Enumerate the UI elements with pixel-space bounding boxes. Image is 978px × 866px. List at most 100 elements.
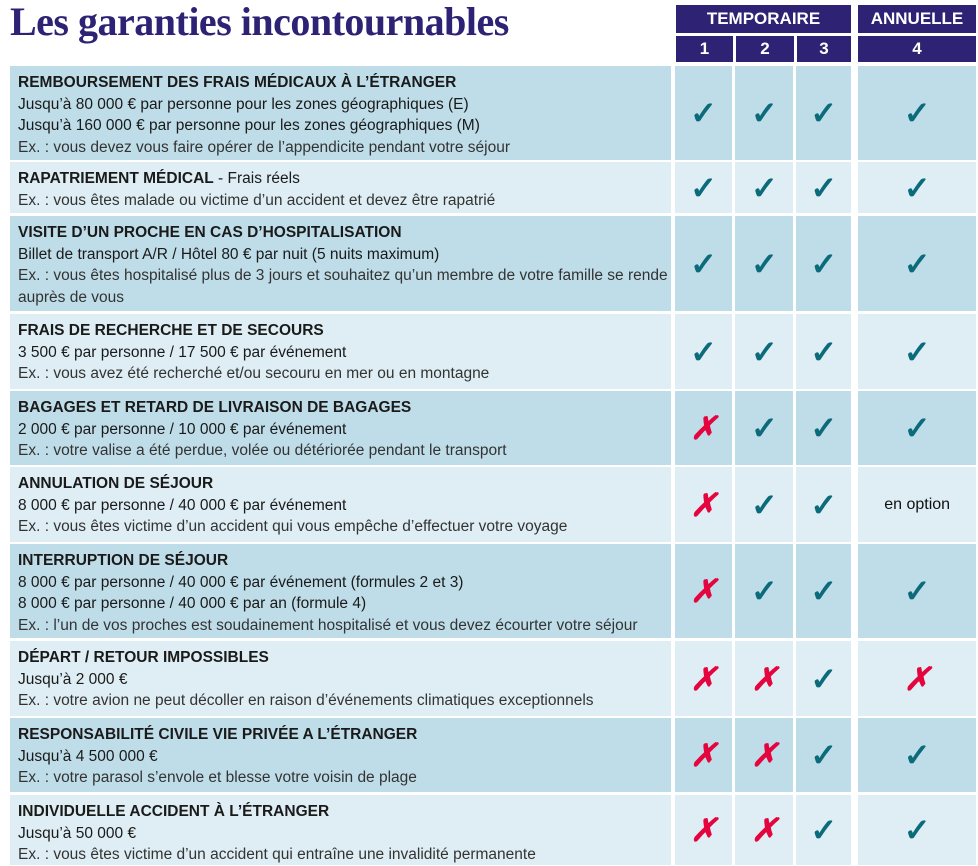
guarantee-description: DÉPART / RETOUR IMPOSSIBLES Jusqu’à 2 000… — [10, 641, 671, 716]
guarantee-title: VISITE D’UN PROCHE EN CAS D’HOSPITALISAT… — [18, 224, 402, 241]
formula-3-cell: ✓ — [796, 66, 852, 160]
formula-1-cell: ✗ — [674, 467, 733, 542]
guarantee-example: Ex. : l’un de vos proches est soudaineme… — [18, 616, 638, 634]
check-icon: ✓ — [810, 95, 838, 131]
table-row: RAPATRIEMENT MÉDICAL - Frais réels Ex. : … — [10, 162, 976, 213]
guarantee-limit: 8 000 € par personne / 40 000 € par an (… — [18, 595, 367, 612]
formula-1-cell: ✗ — [674, 544, 733, 638]
check-icon: ✓ — [751, 333, 778, 370]
check-icon: ✓ — [903, 737, 931, 773]
guarantee-limit: Jusqu’à 160 000 € par personne pour les … — [18, 117, 480, 134]
guarantee-description: INTERRUPTION DE SÉJOUR 8 000 € par person… — [10, 544, 671, 638]
table-row: BAGAGES ET RETARD DE LIVRAISON DE BAGAGE… — [10, 391, 976, 465]
header-col-1: 1 — [676, 36, 733, 62]
table-row: INTERRUPTION DE SÉJOUR 8 000 € par person… — [10, 544, 976, 638]
guarantee-title: DÉPART / RETOUR IMPOSSIBLES — [18, 649, 269, 666]
guarantee-example: Ex. : vous êtes victime d’un accident qu… — [18, 846, 536, 863]
formula-2-cell: ✓ — [735, 216, 794, 311]
formula-3-cell: ✓ — [796, 544, 852, 638]
table-row: ANNULATION DE SÉJOUR 8 000 € par personne… — [10, 467, 976, 542]
guarantee-example: Ex. : vous êtes victime d’un accident qu… — [18, 518, 568, 535]
formula-4-cell: ✓ — [858, 795, 976, 865]
check-icon: ✓ — [751, 245, 778, 282]
table-row: VISITE D’UN PROCHE EN CAS D’HOSPITALISAT… — [10, 216, 976, 311]
formula-3-cell: ✓ — [796, 641, 852, 716]
table-row: FRAIS DE RECHERCHE ET DE SECOURS 3 500 € … — [10, 314, 976, 389]
guarantee-limit: Jusqu’à 80 000 € par personne pour les z… — [18, 95, 469, 113]
page-title: Les garanties incontournables — [10, 0, 509, 44]
guarantee-example: Ex. : vous êtes malade ou victime d’un a… — [18, 191, 496, 209]
guarantee-title: RESPONSABILITÉ CIVILE VIE PRIVÉE A L’ÉTR… — [18, 726, 418, 743]
formula-1-cell: ✓ — [674, 66, 733, 160]
guarantee-description: FRAIS DE RECHERCHE ET DE SECOURS 3 500 € … — [10, 314, 671, 389]
guarantee-description: RESPONSABILITÉ CIVILE VIE PRIVÉE A L’ÉTR… — [10, 718, 671, 792]
check-icon: ✓ — [810, 660, 838, 697]
formula-4-cell: ✓ — [858, 66, 976, 160]
formula-2-cell: ✗ — [735, 718, 794, 792]
formula-1-cell: ✗ — [674, 795, 733, 865]
formula-3-cell: ✓ — [796, 718, 852, 792]
formula-4-cell: ✓ — [858, 544, 976, 638]
formula-3-cell: ✓ — [796, 795, 852, 865]
guarantee-limit: Jusqu’à 4 500 000 € — [18, 747, 158, 765]
guarantee-limit: Jusqu’à 50 000 € — [18, 824, 137, 842]
guarantee-title: RAPATRIEMENT MÉDICAL — [18, 170, 214, 187]
guarantee-limit: 3 500 € par personne / 17 500 € par évén… — [18, 343, 347, 361]
table-row: DÉPART / RETOUR IMPOSSIBLES Jusqu’à 2 000… — [10, 641, 976, 716]
option-text: en option — [884, 495, 951, 513]
guarantee-example: Ex. : votre parasol s’envole et blesse v… — [18, 769, 417, 786]
formula-2-cell: ✓ — [735, 162, 794, 213]
check-icon: ✓ — [751, 169, 778, 206]
formula-1-cell: ✗ — [674, 391, 733, 465]
guarantee-title: INTERRUPTION DE SÉJOUR — [18, 552, 229, 569]
guarantee-limit: Jusqu’à 2 000 € — [18, 670, 128, 688]
check-icon: ✓ — [690, 169, 717, 206]
formula-3-cell: ✓ — [796, 391, 852, 465]
check-icon: ✓ — [903, 95, 931, 131]
check-icon: ✓ — [903, 169, 931, 206]
formula-4-cell: ✓ — [858, 162, 976, 213]
formula-4-cell: en option — [858, 467, 976, 542]
formula-4-cell: ✓ — [858, 216, 976, 311]
guarantee-title: INDIVIDUELLE ACCIDENT À L’ÉTRANGER — [18, 803, 330, 820]
formula-2-cell: ✓ — [735, 314, 794, 389]
formula-2-cell: ✗ — [735, 641, 794, 716]
formula-1-cell: ✗ — [674, 718, 733, 792]
cross-icon: ✗ — [690, 660, 717, 697]
formula-3-cell: ✓ — [796, 314, 852, 389]
guarantee-limit: 8 000 € par personne / 40 000 € par évén… — [18, 496, 347, 514]
check-icon: ✓ — [903, 333, 931, 370]
check-icon: ✓ — [903, 410, 931, 446]
check-icon: ✓ — [903, 573, 931, 609]
check-icon: ✓ — [810, 486, 838, 523]
guarantee-example: Ex. : votre avion ne peut décoller en ra… — [18, 692, 594, 709]
table-row: INDIVIDUELLE ACCIDENT À L’ÉTRANGER Jusqu’… — [10, 795, 976, 865]
header-col-2: 2 — [736, 36, 794, 62]
check-icon: ✓ — [751, 486, 778, 523]
cross-icon: ✗ — [751, 812, 778, 848]
formula-1-cell: ✓ — [674, 216, 733, 311]
cross-icon: ✗ — [690, 573, 717, 609]
check-icon: ✓ — [810, 245, 838, 282]
check-icon: ✓ — [810, 333, 838, 370]
guarantee-title: REMBOURSEMENT DES FRAIS MÉDICAUX À L’ÉTR… — [18, 74, 457, 91]
cross-icon: ✗ — [690, 737, 717, 773]
table-row: RESPONSABILITÉ CIVILE VIE PRIVÉE A L’ÉTR… — [10, 718, 976, 792]
check-icon: ✓ — [810, 410, 838, 446]
check-icon: ✓ — [903, 245, 931, 282]
check-icon: ✓ — [690, 245, 717, 282]
header-annuelle: ANNUELLE — [858, 5, 976, 33]
guarantee-limit: 2 000 € par personne / 10 000 € par évén… — [18, 420, 347, 438]
check-icon: ✓ — [810, 737, 838, 773]
cross-icon: ✗ — [690, 812, 717, 848]
formula-2-cell: ✓ — [735, 467, 794, 542]
guarantee-description: VISITE D’UN PROCHE EN CAS D’HOSPITALISAT… — [10, 216, 671, 311]
guarantee-title: BAGAGES ET RETARD DE LIVRAISON DE BAGAGE… — [18, 399, 412, 416]
guarantee-description: REMBOURSEMENT DES FRAIS MÉDICAUX À L’ÉTR… — [10, 66, 671, 160]
formula-2-cell: ✓ — [735, 391, 794, 465]
formula-1-cell: ✗ — [674, 641, 733, 716]
check-icon: ✓ — [751, 410, 778, 446]
header-col-4: 4 — [858, 36, 976, 62]
guarantee-example: Ex. : vous êtes hospitalisé plus de 3 jo… — [18, 267, 668, 306]
formula-2-cell: ✓ — [735, 544, 794, 638]
